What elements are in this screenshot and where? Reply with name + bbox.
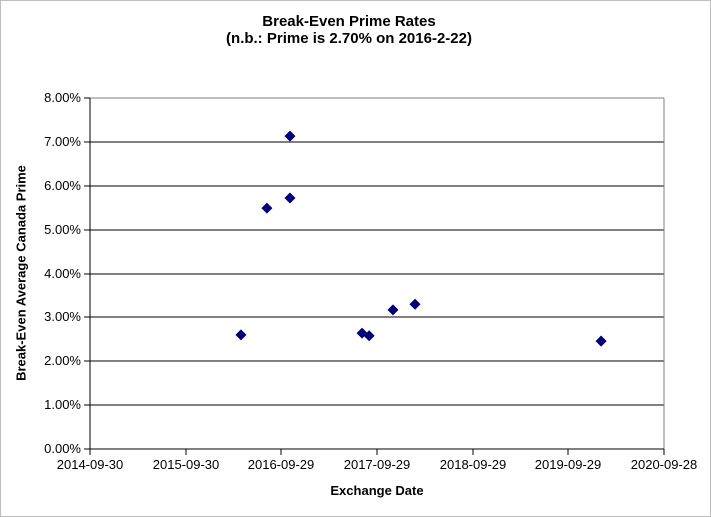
y-tick-label: 7.00% bbox=[44, 134, 81, 149]
data-point-diamond bbox=[387, 304, 399, 316]
y-tick-label: 4.00% bbox=[44, 266, 81, 281]
x-tick-label: 2018-09-29 bbox=[440, 457, 507, 472]
y-tick-label: 2.00% bbox=[44, 353, 81, 368]
x-tick-label: 2019-09-29 bbox=[535, 457, 602, 472]
y-tick-label: 0.00% bbox=[44, 441, 81, 456]
y-tick-label: 3.00% bbox=[44, 309, 81, 324]
data-point-diamond bbox=[235, 329, 247, 341]
x-tick-label: 2017-09-29 bbox=[344, 457, 411, 472]
data-point-diamond bbox=[409, 298, 421, 310]
data-point-diamond bbox=[284, 130, 296, 142]
x-tick-label: 2016-09-29 bbox=[248, 457, 315, 472]
y-tick-label: 8.00% bbox=[44, 90, 81, 105]
data-point-diamond bbox=[284, 192, 296, 204]
x-tick-label: 2014-09-30 bbox=[57, 457, 124, 472]
y-tick-label: 1.00% bbox=[44, 397, 81, 412]
chart-title: Break-Even Prime Rates (n.b.: Prime is 2… bbox=[1, 13, 697, 47]
x-tick-label: 2015-09-30 bbox=[153, 457, 220, 472]
x-axis-title: Exchange Date bbox=[330, 483, 424, 498]
data-point-diamond bbox=[261, 202, 273, 214]
chart-title-line2: (n.b.: Prime is 2.70% on 2016-2-22) bbox=[226, 30, 472, 47]
y-axis-title: Break-Even Average Canada Prime bbox=[13, 165, 29, 381]
y-tick-label: 5.00% bbox=[44, 222, 81, 237]
chart-title-line1: Break-Even Prime Rates bbox=[262, 13, 436, 30]
x-tick-label: 2020-09-28 bbox=[631, 457, 698, 472]
data-point-diamond bbox=[363, 330, 375, 342]
y-tick-label: 6.00% bbox=[44, 178, 81, 193]
data-point-diamond bbox=[595, 335, 607, 347]
